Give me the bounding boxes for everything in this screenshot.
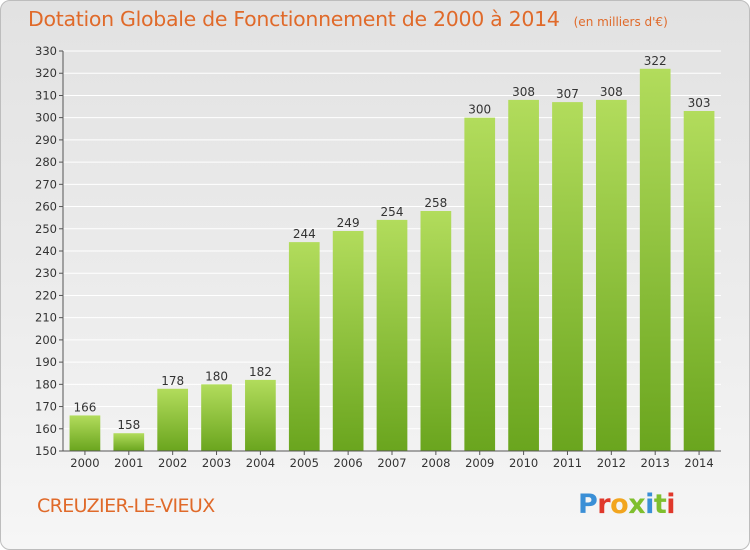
x-tick-label: 2007 [377,456,406,470]
x-tick-label: 2000 [70,456,99,470]
y-tick-label: 230 [35,266,57,280]
y-tick-label: 300 [35,111,57,125]
y-tick-label: 270 [35,177,57,191]
y-tick-label: 290 [35,133,57,147]
logo-letter: r [597,489,611,520]
bar-2001 [113,433,145,451]
bar-2009 [464,117,496,452]
value-label: 178 [161,374,184,388]
x-tick-label: 2002 [158,456,187,470]
value-label: 158 [117,418,140,432]
axes: 150 160 170 180 190 200 210 220 230 240 250 260 270 2… [35,44,721,470]
bar-2008 [420,211,452,451]
bar-2006 [332,231,364,451]
y-tick-label: 210 [35,311,57,325]
bar-2000 [69,415,101,451]
logo-letter: i [666,489,676,520]
y-tick-label: 260 [35,200,57,214]
x-tick-label: 2004 [246,456,275,470]
x-tick-label: 2008 [421,456,450,470]
bar-2010 [508,99,539,451]
y-tick-label: 310 [35,88,57,102]
y-tick-label: 150 [35,444,57,458]
title-text: Dotation Globale de Fonctionnement de 20… [28,7,560,31]
y-tick-label: 160 [35,422,57,436]
y-tick-label: 170 [35,400,57,414]
y-tick-label: 250 [35,222,57,236]
bar-2014 [683,111,715,451]
x-tick-label: 2010 [509,456,538,470]
y-tick-label: 220 [35,288,57,302]
x-tick-label: 2005 [290,456,319,470]
y-tick-label: 320 [35,66,57,80]
y-tick-label: 240 [35,244,57,258]
y-tick-label: 330 [35,44,57,58]
value-label: 300 [468,103,491,117]
value-label: 180 [205,369,228,383]
value-label: 249 [337,216,360,230]
value-label: 308 [600,85,623,99]
bar-2002 [157,388,189,451]
value-label: 322 [644,54,667,68]
x-tick-label: 2011 [553,456,582,470]
proxiti-logo: Proxiti [578,489,676,520]
y-tick-label: 190 [35,355,57,369]
bar-2012 [595,99,627,451]
x-tick-label: 2006 [333,456,362,470]
logo-letter: o [610,489,629,520]
bar-2011 [552,102,583,451]
x-tick-label: 2001 [114,456,143,470]
logo-letter: P [578,489,598,520]
value-label: 244 [293,227,316,241]
value-label: 303 [688,96,711,110]
logo-letter: t [653,489,667,520]
x-tick-label: 2009 [465,456,494,470]
value-label: 254 [381,205,404,219]
logo-letter: i [645,489,654,520]
x-tick-label: 2013 [641,456,670,470]
value-label: 307 [556,87,579,101]
x-tick-label: 2014 [684,456,713,470]
y-tick-label: 280 [35,155,57,169]
y-tick-label: 180 [35,377,57,391]
value-label: 182 [249,365,272,379]
logo-letter: x [628,489,646,520]
unit-note: (en milliers d'€) [573,15,668,29]
x-tick-label: 2003 [202,456,231,470]
value-label: 166 [73,400,96,414]
bar-2013 [639,68,671,452]
bars: 166 158 178 180 182 244 249 254 258 300 308 307 308 3… [69,54,715,452]
bar-2007 [376,219,408,451]
value-label: 258 [424,196,447,210]
bar-2003 [201,384,232,451]
bar-2005 [288,242,320,451]
bar-2004 [245,379,276,451]
x-tick-label: 2012 [597,456,626,470]
y-tick-label: 200 [35,333,57,347]
value-label: 308 [512,85,535,99]
commune-name: CREUZIER-LE-VIEUX [37,495,215,517]
chart-title: Dotation Globale de Fonctionnement de 20… [28,7,668,31]
